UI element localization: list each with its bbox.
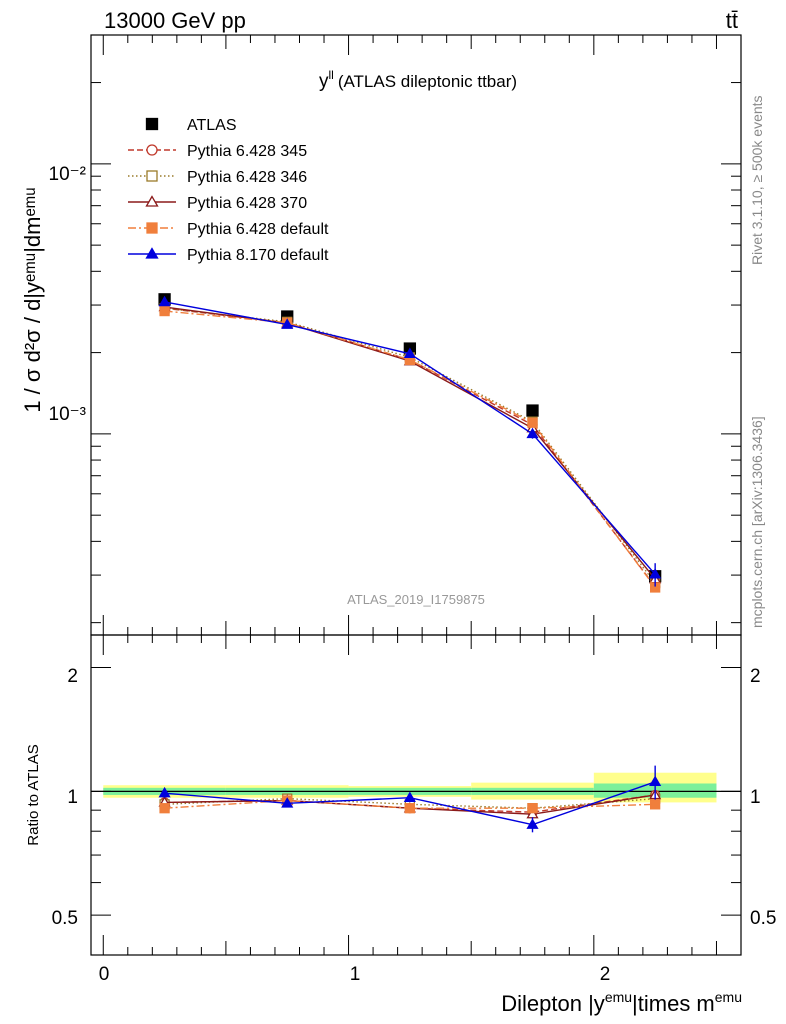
ratio-data-point xyxy=(158,786,171,798)
main-y-axis-label: 1 / σ d²σ / d|yᵉᵐᵘ|dmᵉᵐᵘ xyxy=(20,187,45,412)
main-ticks xyxy=(91,34,742,635)
ratio-panel: 2 1 0.5 2 1 0.5 Ratio to ATLAS 0 1 2 Dil… xyxy=(25,634,776,1016)
x-axis-label-sup2: emu xyxy=(715,989,742,1005)
main-title-sup: ll xyxy=(328,68,333,82)
main-panel: 10⁻² 10⁻³ 1 / σ d²σ / d|yᵉᵐᵘ|dmᵉᵐᵘ yll (A… xyxy=(20,34,742,636)
main-title-y: y xyxy=(319,71,329,92)
legend-label: Pythia 6.428 345 xyxy=(187,143,307,160)
ratio-ticks xyxy=(91,635,742,955)
x-axis-label-sup1: emu xyxy=(605,989,632,1005)
ratio-data-point xyxy=(650,799,661,810)
header-left-label: 13000 GeV pp xyxy=(104,8,246,33)
x-axis-label: Dilepton |yemu|times memu xyxy=(501,989,742,1016)
data-point xyxy=(158,295,171,307)
data-point xyxy=(526,427,539,439)
ratio-series-line xyxy=(164,797,656,809)
data-point xyxy=(159,305,170,317)
main-series xyxy=(158,293,662,593)
legend-label: Pythia 6.428 default xyxy=(187,221,329,238)
series-line xyxy=(164,307,656,584)
ratio-ytick-label-2-right: 2 xyxy=(750,666,761,687)
legend-marker xyxy=(146,144,158,156)
ratio-y-axis-label: Ratio to ATLAS xyxy=(25,744,42,845)
data-point xyxy=(527,417,538,428)
data-point xyxy=(403,347,416,359)
xtick-label-1: 1 xyxy=(350,964,361,985)
legend-marker xyxy=(145,117,159,131)
ratio-ytick-label-2: 2 xyxy=(67,666,78,687)
main-title-rest: (ATLAS dileptonic ttbar) xyxy=(338,72,517,91)
mcplots-label: mcplots.cern.ch [arXiv:1306.3436] xyxy=(749,416,765,628)
ratio-data-point xyxy=(159,803,170,814)
ratio-series xyxy=(158,765,662,833)
header-right-label: tt̄ xyxy=(726,8,738,33)
ratio-ytick-label-1-right: 1 xyxy=(750,787,761,808)
ratio-data-point xyxy=(403,791,416,802)
watermark: ATLAS_2019_I1759875 xyxy=(347,592,485,607)
legend-marker xyxy=(145,195,159,207)
legend-marker xyxy=(146,222,158,234)
main-title: yll (ATLAS dileptonic ttbar) xyxy=(319,68,517,92)
ratio-data-point xyxy=(526,818,539,829)
data-point xyxy=(526,404,539,417)
ratio-data-point xyxy=(404,803,416,814)
rivet-label: Rivet 3.1.10, ≥ 500k events xyxy=(749,95,765,265)
ratio-ytick-label-1: 1 xyxy=(67,787,78,808)
ratio-data-point xyxy=(649,775,662,787)
x-axis-label-mid: |times m xyxy=(632,991,715,1016)
legend-label: ATLAS xyxy=(187,117,237,134)
legend-label: Pythia 6.428 346 xyxy=(187,169,307,186)
ytick-label-1e-3: 10⁻³ xyxy=(49,404,87,425)
ratio-data-point xyxy=(527,803,538,814)
ratio-data-point xyxy=(281,797,294,808)
legend-label: Pythia 8.170 default xyxy=(187,247,329,264)
ratio-frame xyxy=(90,634,742,956)
legend-marker xyxy=(145,247,159,259)
legend: ATLAS Pythia 6.428 345 Pythia 6.428 346 Pyt… xyxy=(128,117,329,264)
ratio-ytick-label-05: 0.5 xyxy=(52,908,78,929)
legend-label: Pythia 6.428 370 xyxy=(187,195,307,212)
legend-marker xyxy=(146,170,158,182)
x-axis-label-main: Dilepton |y xyxy=(501,991,605,1016)
ratio-ytick-label-05-right: 0.5 xyxy=(750,908,776,929)
xtick-label-2: 2 xyxy=(600,964,611,985)
ytick-label-1e-2: 10⁻² xyxy=(49,164,87,185)
data-point xyxy=(649,568,662,579)
xtick-label-0: 0 xyxy=(99,964,110,985)
data-point xyxy=(281,318,294,329)
